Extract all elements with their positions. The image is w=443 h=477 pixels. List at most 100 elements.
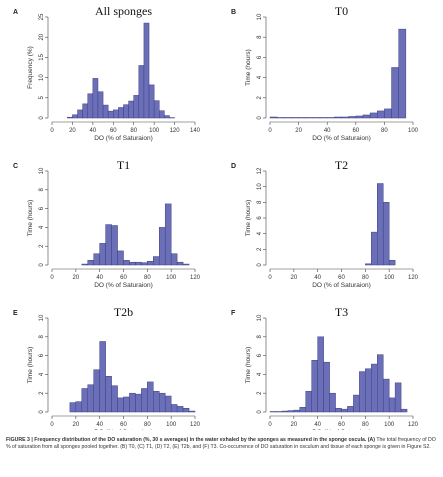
x-tick-label: 20 <box>69 128 76 134</box>
histogram-bar <box>97 91 104 119</box>
histogram-bar <box>111 385 118 413</box>
histogram-bar <box>123 396 130 413</box>
y-tick-label: 15 <box>39 53 45 60</box>
histogram-bar <box>359 371 366 413</box>
y-tick-label: 6 <box>257 55 263 59</box>
x-tick-label: 80 <box>144 275 151 281</box>
histogram-bar <box>182 263 190 266</box>
histogram-bar <box>164 115 170 119</box>
histogram-bar <box>384 108 392 119</box>
histogram-bar <box>99 341 106 413</box>
histogram-bar <box>75 401 83 413</box>
panel-b: 0 2 4 6 8 10 Time (hours) 0 20 40 60 80 100 DO (% of … <box>231 4 419 142</box>
y-tick-label: 6 <box>39 206 45 210</box>
histogram-bar <box>394 382 402 413</box>
x-tick-label: 120 <box>190 275 201 281</box>
histogram-bar <box>87 384 94 413</box>
y-tick-label: 8 <box>257 334 263 338</box>
y-tick-label: 4 <box>257 372 263 376</box>
histogram-bar <box>141 388 148 413</box>
histogram-bar <box>326 117 335 119</box>
y-tick-label: 0 <box>39 410 45 414</box>
y-tick-label: 10 <box>257 314 263 321</box>
y-tick-label: 2 <box>39 391 45 395</box>
histogram-bar <box>335 407 342 413</box>
histogram-bar <box>281 410 289 413</box>
histogram-bar <box>111 225 118 266</box>
y-tick-label: 6 <box>257 353 263 357</box>
histogram-bar <box>147 381 154 413</box>
y-tick-label: 10 <box>257 183 263 190</box>
panel-letter: F <box>231 310 236 317</box>
histogram-bar <box>382 202 390 266</box>
histogram-bar <box>398 28 407 119</box>
panel-title: T0 <box>335 4 348 18</box>
x-tick-label: 20 <box>72 422 79 428</box>
histogram-bar <box>176 406 184 413</box>
y-tick-label: 0 <box>257 116 263 120</box>
x-tick-label: 0 <box>50 275 54 281</box>
x-tick-label: 20 <box>72 275 79 281</box>
x-tick-label: 20 <box>290 422 297 428</box>
histogram-bar <box>99 243 106 266</box>
histogram-bar <box>87 93 94 119</box>
histogram-bar <box>102 104 109 119</box>
x-tick-label: 120 <box>170 128 181 134</box>
histogram-bar <box>123 104 129 119</box>
histogram-bar <box>153 256 160 266</box>
panel-f: 0 2 4 6 8 10 Time (hours) 0 20 40 60 80 100 120 DO (% … <box>231 305 419 430</box>
panel-letter: A <box>13 9 18 16</box>
x-tick-label: 40 <box>96 275 103 281</box>
histogram-bar <box>334 116 342 119</box>
y-tick-label: 0 <box>257 263 263 267</box>
histogram-bar <box>182 407 190 413</box>
panel-title: All sponges <box>95 4 152 18</box>
x-tick-label: 100 <box>384 275 395 281</box>
y-tick-label: 10 <box>39 167 45 174</box>
histogram-bar <box>141 262 148 266</box>
x-axis-label: DO (% of Saturaion) <box>312 282 371 289</box>
x-tick-label: 0 <box>268 422 272 428</box>
panel-letter: C <box>13 163 18 170</box>
histogram-bar <box>341 116 349 119</box>
x-tick-label: 20 <box>290 275 297 281</box>
histogram-bar <box>153 391 160 413</box>
y-tick-label: 4 <box>257 75 263 79</box>
x-tick-label: 80 <box>144 422 151 428</box>
x-tick-label: 60 <box>120 275 127 281</box>
histogram-bar <box>87 260 94 266</box>
y-tick-label: 0 <box>39 263 45 267</box>
y-tick-label: 12 <box>257 167 263 174</box>
histogram-bar <box>67 116 73 119</box>
x-axis-label: DO (% of Saturaion) <box>94 282 153 289</box>
histogram-bar <box>113 109 119 119</box>
y-tick-label: 2 <box>257 95 263 99</box>
histogram-bar <box>287 410 295 413</box>
histogram-bar <box>129 261 136 266</box>
histogram-bar <box>92 78 99 119</box>
histogram-bar <box>105 224 112 266</box>
histogram-bar <box>365 368 372 413</box>
histogram-bar <box>105 376 112 413</box>
x-axis-label: DO (% of Saturaion) <box>312 135 371 142</box>
histogram-bar <box>159 110 165 119</box>
histogram-bar <box>269 116 278 119</box>
x-tick-label: 120 <box>408 275 419 281</box>
x-tick-label: 100 <box>166 275 177 281</box>
histogram-bar <box>377 354 384 413</box>
y-tick-label: 2 <box>257 391 263 395</box>
histogram-bar <box>159 227 166 266</box>
histogram-bar <box>347 406 354 413</box>
histogram-bar <box>118 107 124 119</box>
histogram-bar <box>147 260 154 266</box>
y-axis-label: Time (hours) <box>245 347 252 384</box>
x-tick-label: 0 <box>268 275 272 281</box>
histogram-bar <box>93 253 100 266</box>
x-tick-label: 40 <box>96 422 103 428</box>
x-tick-label: 60 <box>110 128 117 134</box>
histogram-bar <box>77 109 83 119</box>
histogram-bar <box>69 402 77 413</box>
histogram-bar <box>82 103 88 119</box>
x-axis-label: DO (% of Saturaion) <box>94 429 153 430</box>
